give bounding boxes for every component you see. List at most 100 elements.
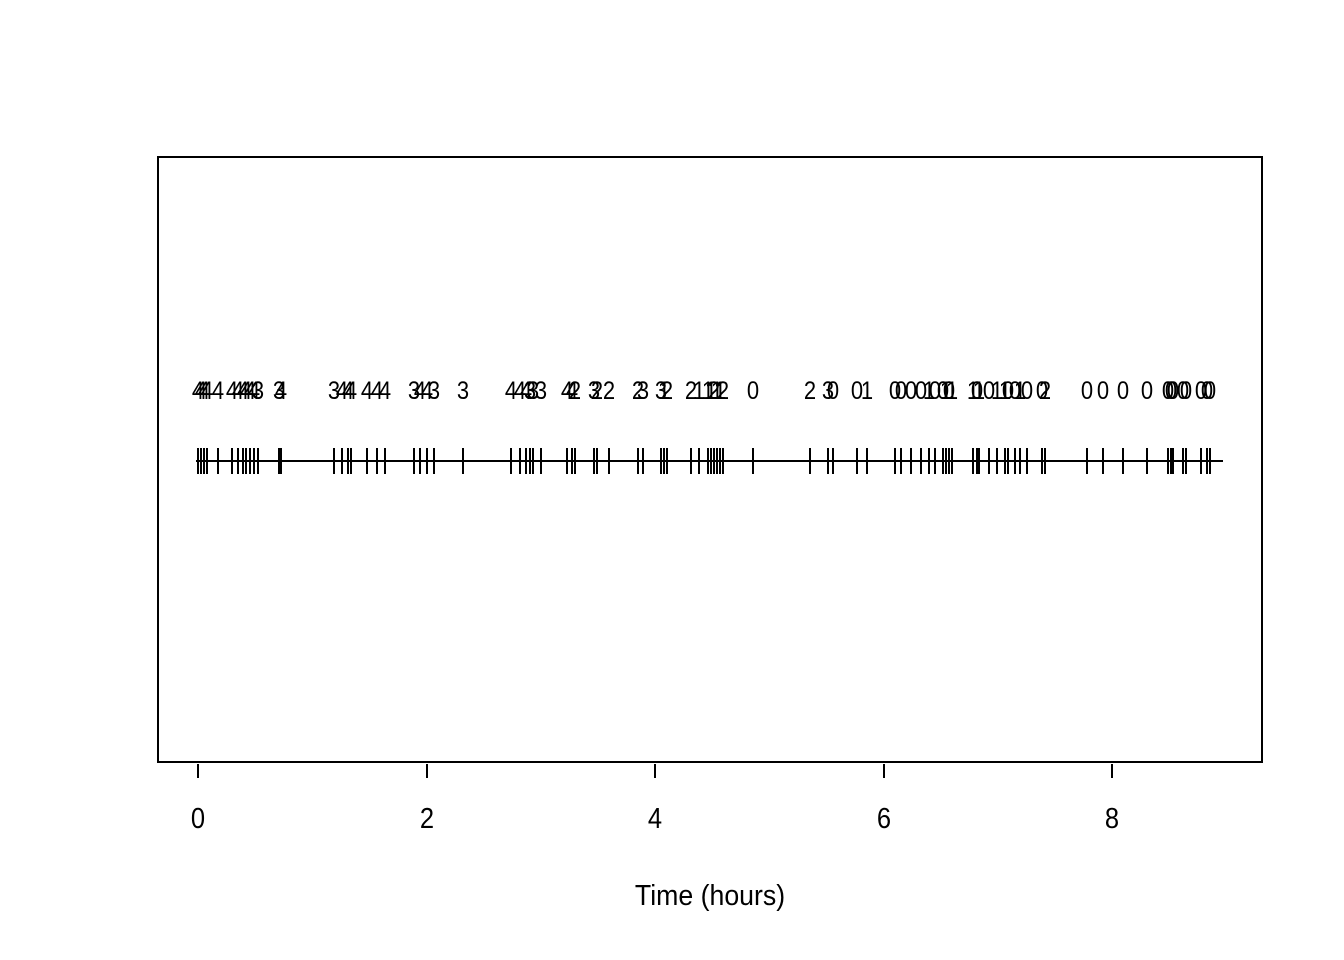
event-mark-label: 4 <box>519 377 533 405</box>
event-mark-label: 0 <box>970 377 984 405</box>
event-tick <box>1040 448 1043 474</box>
event-mark-label: 0 <box>1080 377 1094 405</box>
event-mark-label: 4 <box>513 377 527 405</box>
rug-baseline <box>195 460 1224 462</box>
event-mark-label: 1 <box>704 377 718 405</box>
event-tick <box>1182 448 1185 474</box>
event-mark-label: 1 <box>713 377 727 405</box>
event-tick <box>383 448 386 474</box>
event-tick <box>663 448 665 474</box>
event-tick <box>899 448 902 474</box>
event-mark-label: 0 <box>1164 377 1178 405</box>
event-mark-label: 0 <box>1140 377 1154 405</box>
event-mark-label: 0 <box>1035 377 1049 405</box>
event-tick <box>1146 448 1149 474</box>
event-tick <box>279 448 282 474</box>
event-mark-label: 3 <box>587 377 601 405</box>
event-mark-label: 0 <box>1096 377 1110 405</box>
event-mark-label: 4 <box>194 377 208 405</box>
event-mark-label: 1 <box>860 377 874 405</box>
event-tick <box>894 448 896 474</box>
event-mark-label: 2 <box>707 377 721 405</box>
x-axis-title: Time (hours) <box>634 880 786 912</box>
event-tick <box>1206 448 1209 474</box>
event-tick <box>865 448 868 474</box>
event-tick <box>341 448 344 474</box>
event-mark-label: 1 <box>692 377 706 405</box>
event-mark-label: 4 <box>197 377 211 405</box>
event-tick <box>1122 448 1125 474</box>
event-tick <box>978 448 980 474</box>
event-tick <box>636 448 639 474</box>
event-tick <box>716 448 719 474</box>
event-tick <box>608 448 611 474</box>
event-tick <box>919 448 922 474</box>
event-tick <box>1199 448 1202 474</box>
x-axis-tick-label: 6 <box>876 803 891 835</box>
event-tick <box>975 448 978 474</box>
event-mark-label: 3 <box>327 377 341 405</box>
event-mark-label: 3 <box>456 377 470 405</box>
x-axis-tick-label: 2 <box>419 803 434 835</box>
event-mark-label: 2 <box>631 377 645 405</box>
event-mark-label: 3 <box>523 377 537 405</box>
event-tick <box>1209 448 1211 474</box>
event-mark-label: 3 <box>272 377 286 405</box>
event-tick <box>752 448 755 474</box>
event-tick <box>971 448 974 474</box>
event-mark-label: 1 <box>1013 377 1027 405</box>
event-tick <box>689 448 692 474</box>
event-tick <box>249 448 251 474</box>
event-tick <box>641 448 644 474</box>
x-axis-tick-label: 8 <box>1105 803 1120 835</box>
event-mark-label: 0 <box>1200 377 1214 405</box>
event-tick <box>433 448 436 474</box>
event-mark-label: 1 <box>939 377 953 405</box>
event-tick <box>333 448 336 474</box>
event-mark-label: 4 <box>236 377 250 405</box>
event-mark-label: 3 <box>654 377 668 405</box>
event-mark-label: 0 <box>1008 377 1022 405</box>
event-mark-label: 2 <box>1038 377 1052 405</box>
event-tick <box>808 448 811 474</box>
event-mark-label: 3 <box>534 377 548 405</box>
event-tick <box>375 448 378 474</box>
event-mark-label: 0 <box>1179 377 1193 405</box>
event-mark-label: 1 <box>657 377 671 405</box>
event-mark-label: 4 <box>378 377 392 405</box>
event-tick <box>855 448 858 474</box>
event-mark-label: 4 <box>243 377 257 405</box>
event-tick <box>927 448 930 474</box>
x-axis-tick <box>882 764 885 778</box>
event-tick <box>596 448 599 474</box>
event-mark-label: 3 <box>251 377 265 405</box>
event-mark-label: 4 <box>370 377 384 405</box>
event-tick <box>1102 448 1105 474</box>
event-mark-label: 0 <box>1161 377 1175 405</box>
x-axis-tick <box>1111 764 1114 778</box>
event-tick <box>1026 448 1029 474</box>
event-mark-label: 3 <box>636 377 650 405</box>
event-tick <box>827 448 830 474</box>
event-mark-label: 0 <box>894 377 908 405</box>
event-mark-label: 0 <box>1194 377 1208 405</box>
event-tick <box>712 448 715 474</box>
event-tick <box>697 448 700 474</box>
event-tick <box>944 448 947 474</box>
event-mark-label: 3 <box>407 377 421 405</box>
event-mark-label: 4 <box>360 377 374 405</box>
event-tick <box>1167 448 1170 474</box>
event-tick <box>230 448 233 474</box>
event-mark-label: 0 <box>904 377 918 405</box>
event-mark-label: 2 <box>568 377 582 405</box>
event-mark-label: 1 <box>998 377 1012 405</box>
event-mark-label: 2 <box>803 377 817 405</box>
event-tick <box>660 448 663 474</box>
event-tick <box>1014 448 1017 474</box>
event-mark-label: 4 <box>413 377 427 405</box>
event-tick <box>540 448 542 474</box>
event-tick <box>1007 448 1010 474</box>
event-tick <box>1019 448 1022 474</box>
event-mark-label: 0 <box>1166 377 1180 405</box>
event-tick <box>570 448 573 474</box>
